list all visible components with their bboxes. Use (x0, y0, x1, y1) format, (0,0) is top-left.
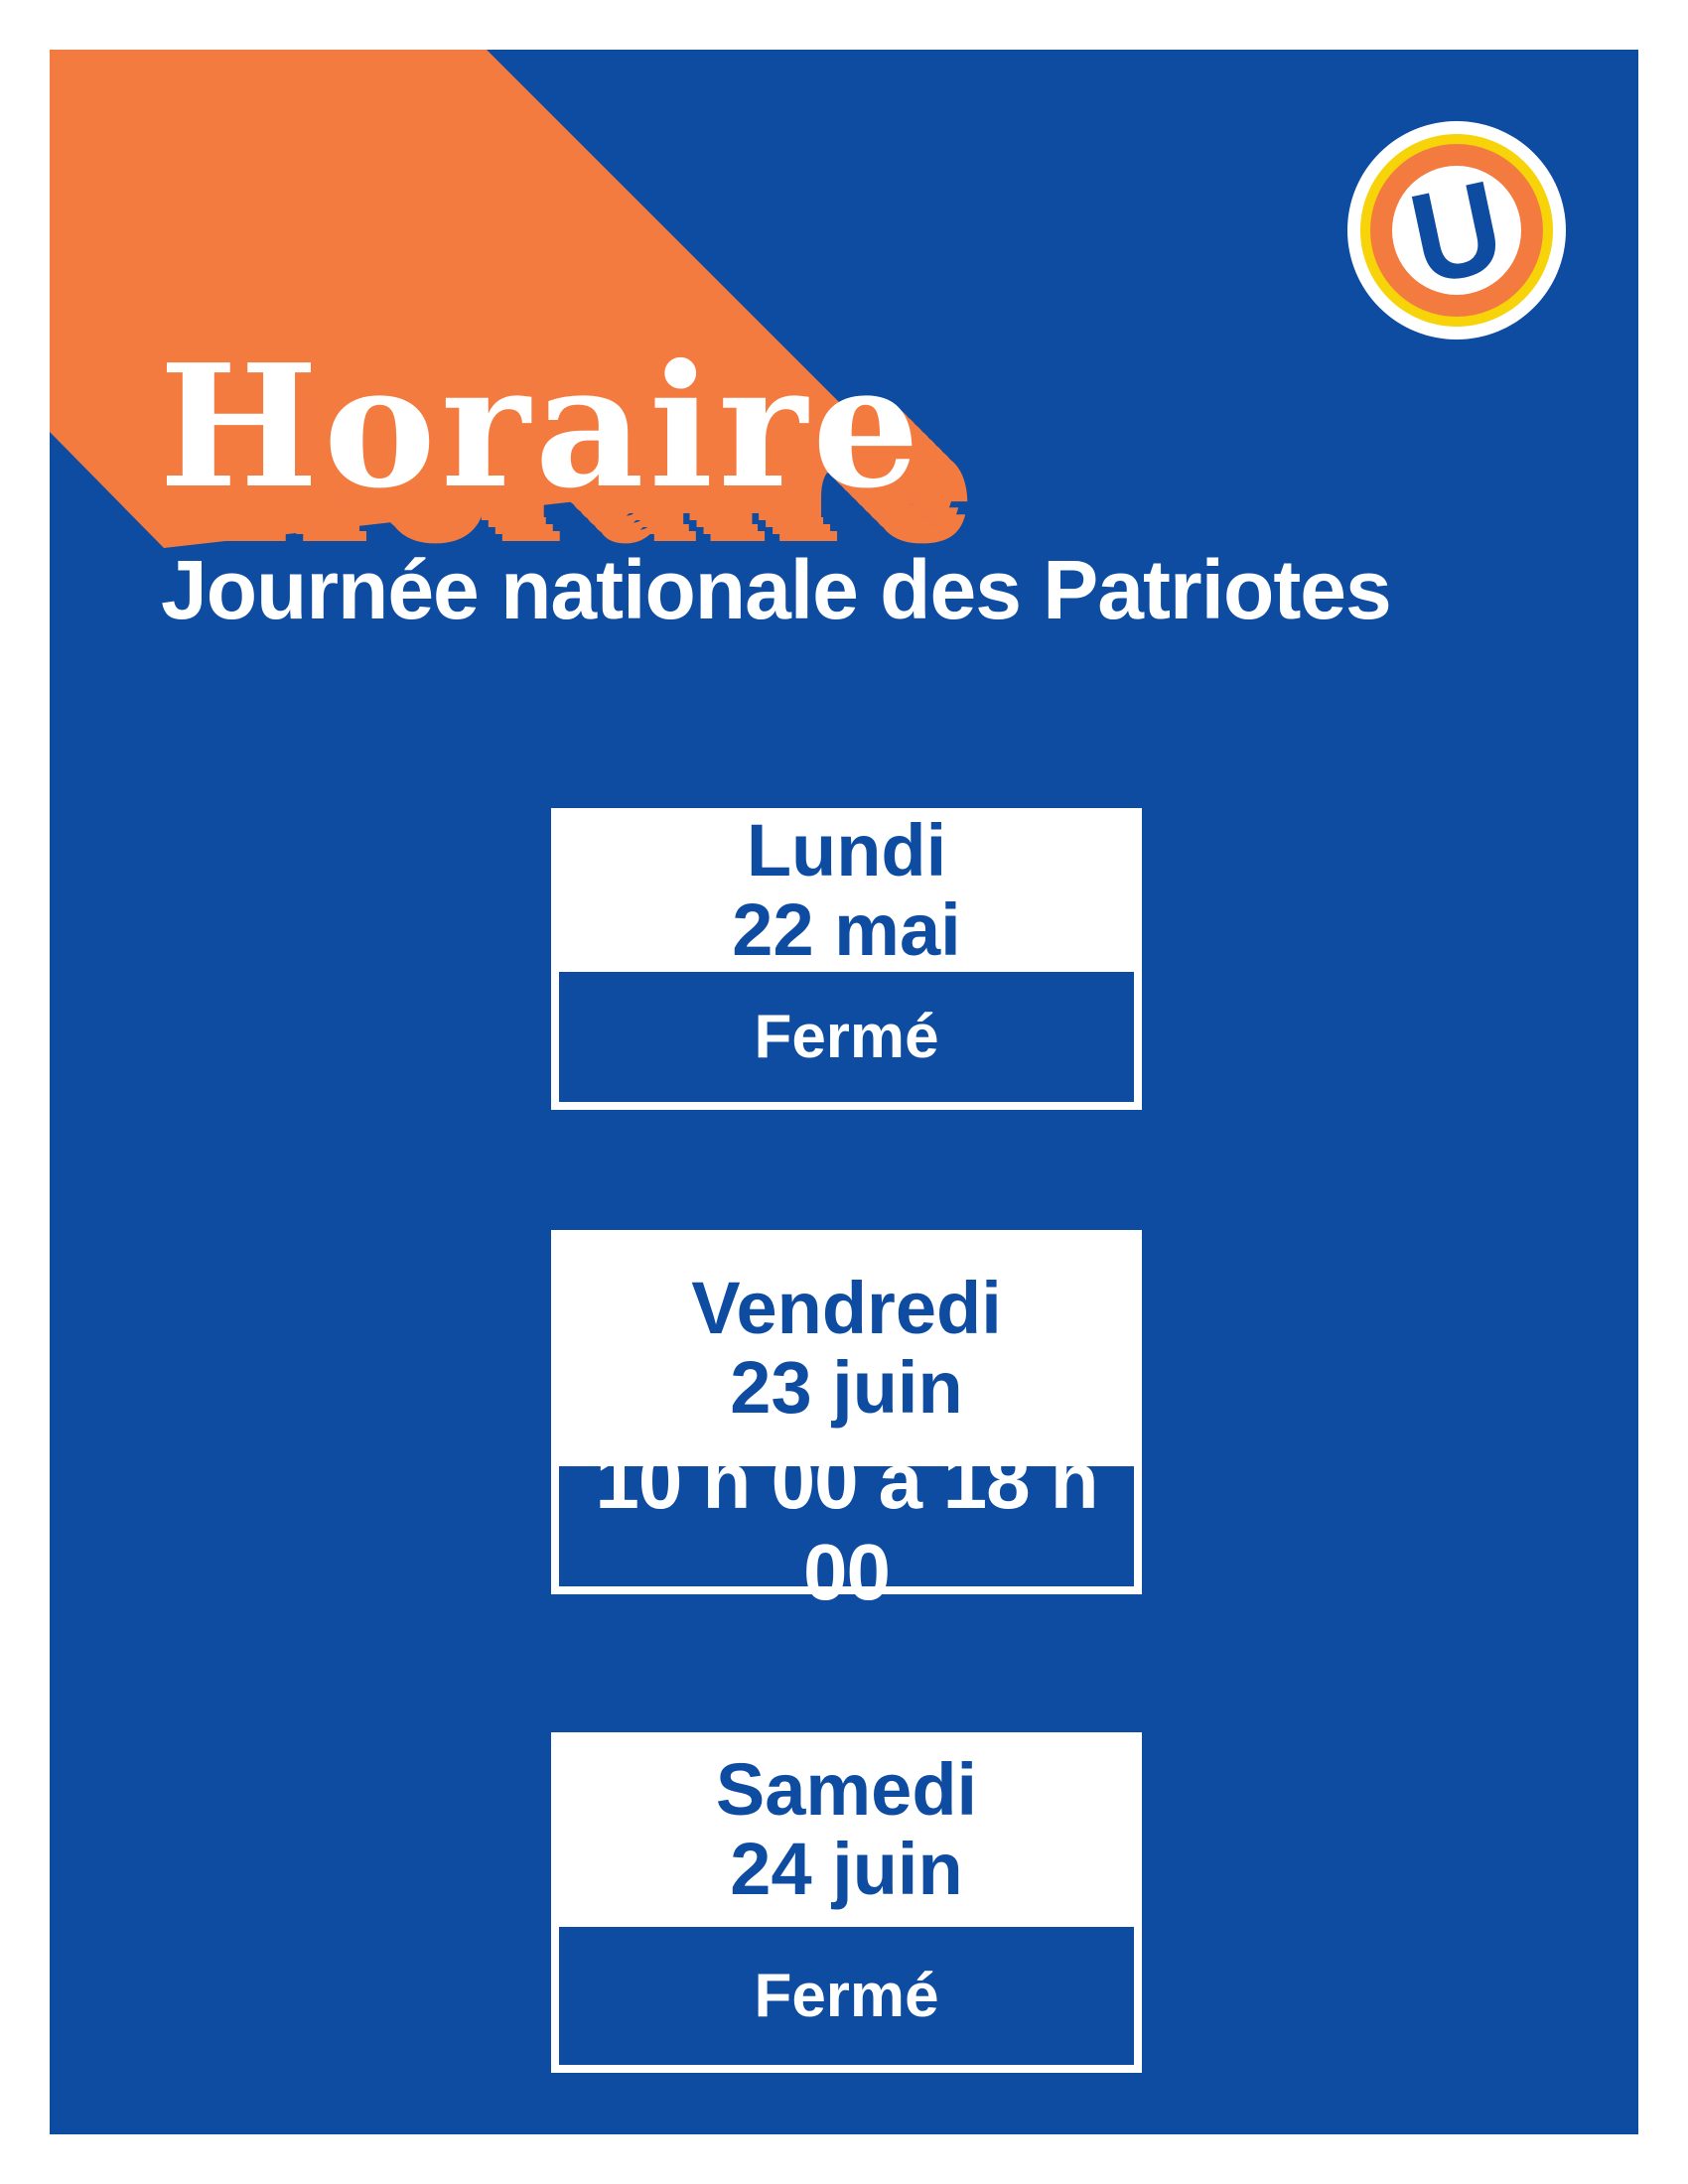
u-brand-logo-icon: U (1347, 121, 1566, 340)
card-date-label: 22 mai (732, 887, 961, 971)
card-status-band: Fermé (559, 972, 1134, 1102)
page-title: Horaire (159, 328, 925, 526)
poster-background: Horaire Journée nationale des Patriotes … (50, 50, 1638, 2134)
schedule-card-saturday: Samedi 24 juin Fermé (551, 1732, 1142, 2073)
card-date-label: 24 juin (730, 1828, 963, 1910)
card-status-label: Fermé (754, 1003, 939, 1071)
card-date-label: 23 juin (730, 1346, 963, 1429)
schedule-card-friday: Vendredi 23 juin 10 h 00 à 18 h 00 (551, 1230, 1142, 1616)
page-subtitle: Journée nationale des Patriotes (161, 543, 1392, 636)
card-status-label: 10 h 00 à 18 h 00 (595, 1435, 1098, 1616)
card-status-label: Fermé (754, 1962, 939, 2030)
card-day-date: Vendredi 23 juin (559, 1230, 1134, 1466)
u-logo-svg: U (1347, 121, 1566, 340)
card-day-label: Samedi (715, 1748, 978, 1832)
card-day-date: Lundi 22 mai (559, 808, 1134, 972)
card-day-date: Samedi 24 juin (559, 1732, 1134, 1927)
card-status-band: 10 h 00 à 18 h 00 (559, 1436, 1134, 1616)
schedule-card-monday: Lundi 22 mai Fermé (551, 808, 1142, 1110)
card-day-label: Lundi (746, 808, 947, 891)
card-day-label: Vendredi (691, 1267, 1002, 1350)
card-status-band: Fermé (559, 1927, 1134, 2065)
